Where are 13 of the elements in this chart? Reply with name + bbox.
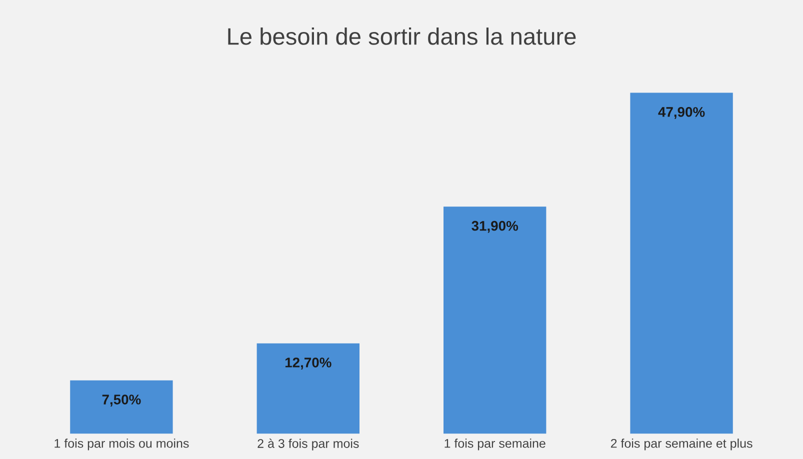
data-label: 47,90% — [658, 107, 705, 119]
chart-title: Le besoin de sortir dans la nature — [228, 28, 576, 45]
x-tick-label: 2 fois par semaine et plus — [610, 438, 752, 450]
x-tick-label: 1 fois par semaine — [444, 438, 546, 450]
data-label: 31,90% — [472, 220, 518, 233]
x-tick-label: 1 fois par mois ou moins — [54, 438, 189, 450]
bar — [444, 206, 546, 434]
bar — [630, 92, 733, 434]
bar — [70, 380, 173, 434]
data-label: 7,50% — [102, 394, 141, 406]
bar — [256, 343, 360, 434]
data-label: 12,70% — [285, 358, 332, 370]
x-tick-label: 2 à 3 fois par mois — [258, 438, 359, 450]
